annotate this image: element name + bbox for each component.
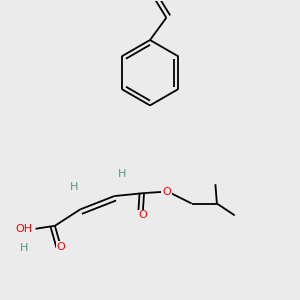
Text: OH: OH xyxy=(15,224,32,234)
Text: O: O xyxy=(56,242,65,252)
Text: H: H xyxy=(70,182,78,192)
Text: O: O xyxy=(138,210,147,220)
Text: H: H xyxy=(20,243,28,253)
Text: H: H xyxy=(118,169,126,179)
Text: O: O xyxy=(162,187,171,196)
